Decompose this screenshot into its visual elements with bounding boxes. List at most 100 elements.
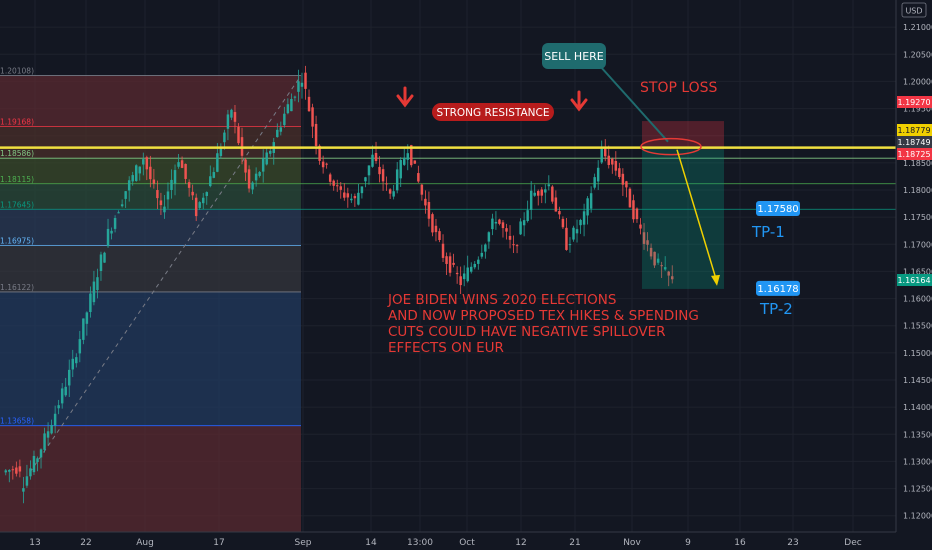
- candle-body: [579, 219, 582, 226]
- candle-body: [381, 169, 385, 182]
- x-tick-label: 23: [787, 538, 798, 548]
- candle-body: [187, 182, 191, 188]
- candle-body: [554, 197, 558, 212]
- candle-body: [515, 245, 519, 247]
- candle-body: [209, 176, 212, 187]
- stop-loss-label: STOP LOSS: [640, 80, 718, 96]
- candle-body: [135, 165, 138, 181]
- candle-body: [628, 188, 632, 208]
- candle-body: [219, 147, 223, 156]
- target-arrow: [676, 149, 717, 280]
- candle-body: [166, 191, 170, 200]
- candle-body: [149, 166, 152, 180]
- candle-body: [258, 172, 261, 176]
- candle-body: [142, 159, 145, 165]
- y-tick-label: 1.12000: [903, 512, 932, 521]
- candle-body: [593, 177, 596, 188]
- news-line: JOE BIDEN WINS 2020 ELECTIONS: [387, 292, 616, 308]
- fib-label: 0.236(1.19168): [0, 118, 34, 127]
- x-tick-label: Oct: [459, 538, 475, 548]
- news-line: AND NOW PROPOSED TEX HIKES & SPENDING: [388, 308, 699, 324]
- candle-body: [547, 184, 551, 187]
- price-badge-label: 1.19270: [897, 98, 930, 107]
- candle-body: [385, 183, 388, 185]
- fib-trend-line: [29, 75, 302, 473]
- candle-body: [575, 229, 579, 234]
- candle-body: [660, 265, 663, 267]
- candle-body: [120, 204, 124, 207]
- candle-body: [96, 277, 99, 291]
- candle-body: [406, 153, 409, 160]
- candle-body: [318, 145, 321, 161]
- candle-body: [438, 231, 441, 241]
- candle-body: [138, 166, 141, 174]
- x-tick-label: Dec: [844, 538, 861, 548]
- candle-body: [22, 488, 25, 492]
- x-tick-label: 13: [29, 538, 40, 548]
- candle-body: [346, 193, 350, 198]
- candle-body: [505, 228, 508, 232]
- candle-body: [254, 173, 258, 181]
- y-tick-label: 1.16000: [903, 295, 932, 304]
- tp1-value: 1.17580: [757, 204, 798, 215]
- fib-label: 1(1.16122): [0, 283, 34, 292]
- fib-zone: [0, 183, 301, 210]
- candle-body: [487, 232, 491, 242]
- y-tick-label: 1.15000: [903, 349, 932, 358]
- price-badge-label: 1.18779: [897, 126, 930, 135]
- candle-body: [600, 148, 603, 163]
- candle-body: [216, 153, 219, 172]
- candle-body: [237, 126, 240, 144]
- x-tick-label: Nov: [623, 538, 641, 548]
- candle-body: [604, 148, 607, 157]
- candle-body: [611, 158, 614, 165]
- price-badge-label: 1.18749: [897, 138, 930, 147]
- candle-body: [75, 357, 78, 364]
- fib-zone: [0, 291, 301, 426]
- candle-body: [614, 160, 618, 171]
- candle-body: [117, 212, 120, 214]
- candle-body: [163, 206, 166, 213]
- candle-body: [667, 271, 670, 276]
- candle-body: [364, 177, 367, 182]
- candle-body: [159, 200, 163, 206]
- candle-body: [286, 104, 290, 114]
- fib-label: 1.618(1.13658): [0, 417, 34, 426]
- candle-body: [124, 191, 127, 199]
- candle-body: [392, 191, 395, 197]
- candle-body: [53, 413, 57, 426]
- y-tick-label: 1.21000: [903, 23, 932, 32]
- candle-body: [226, 114, 230, 129]
- x-tick-label: 16: [734, 538, 746, 548]
- candle-body: [448, 256, 452, 273]
- stop-loss-zone: [642, 121, 724, 150]
- candle-body: [452, 262, 455, 265]
- candle-body: [434, 225, 438, 233]
- candle-body: [618, 168, 621, 178]
- candle-body: [646, 240, 649, 245]
- candle-body: [639, 224, 642, 229]
- candle-body: [621, 173, 625, 185]
- candle-body: [85, 312, 89, 324]
- candle-body: [43, 433, 46, 450]
- candle-body: [477, 259, 480, 264]
- x-tick-label: Sep: [295, 538, 312, 548]
- candle-body: [649, 247, 653, 257]
- fib-label: 0(1.20108): [0, 67, 34, 76]
- candle-body: [491, 218, 494, 230]
- candle-body: [632, 200, 635, 220]
- candle-body: [663, 267, 667, 270]
- tp2-value: 1.16178: [757, 284, 798, 295]
- candle-body: [466, 267, 469, 282]
- candle-body: [269, 150, 272, 154]
- candle-body: [671, 276, 674, 280]
- candle-body: [561, 218, 565, 228]
- y-tick-label: 1.13000: [903, 457, 932, 466]
- candle-body: [321, 161, 325, 168]
- y-tick-label: 1.16500: [903, 267, 932, 276]
- y-tick-label: 1.20500: [903, 50, 932, 59]
- candle-body: [544, 189, 547, 193]
- candle-body: [339, 186, 342, 190]
- fib-label: 0.5(1.18115): [0, 175, 34, 184]
- candle-body: [596, 167, 600, 182]
